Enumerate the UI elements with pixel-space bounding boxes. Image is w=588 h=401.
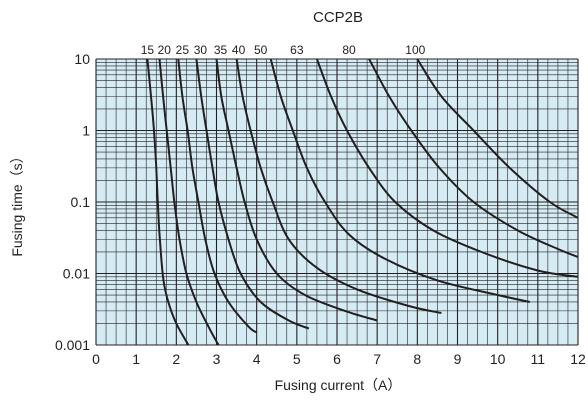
- fuse-curves: [146, 58, 579, 346]
- curve-label-50: 50: [254, 43, 268, 57]
- curve-label-35: 35: [214, 43, 228, 57]
- x-tick-label: 6: [333, 351, 341, 367]
- x-tick-label: 11: [531, 351, 546, 367]
- curve-35a: [215, 58, 378, 322]
- x-tick-label: 12: [570, 351, 586, 367]
- curve-label-30: 30: [194, 43, 208, 57]
- x-tick-labels: 0 1 2 3 4 5 6 7 8 9 10 11 12: [92, 351, 586, 367]
- curve-label-15: 15: [141, 43, 155, 57]
- curve-15a: [146, 58, 190, 346]
- curve-label-25: 25: [176, 43, 190, 57]
- x-tick-label: 8: [413, 351, 421, 367]
- x-tick-label: 1: [132, 351, 140, 367]
- curve-50a: [269, 58, 531, 303]
- y-tick-label: 0.1: [71, 194, 91, 210]
- y-axis-label: Fusing time（s）: [9, 149, 25, 256]
- y-tick-label: 10: [74, 51, 90, 67]
- curve-label-20: 20: [158, 43, 172, 57]
- chart-title: CCP2B: [313, 9, 363, 26]
- x-tick-label: 5: [293, 351, 301, 367]
- curve-40a: [235, 58, 442, 314]
- x-tick-label: 4: [253, 351, 261, 367]
- x-axis-label: Fusing current（A）: [275, 377, 402, 393]
- curve-labels: 15 20 25 30 35 40 50 63 80 100: [141, 43, 426, 57]
- y-tick-label: 0.01: [63, 266, 90, 282]
- y-tick-label: 0.001: [55, 337, 90, 353]
- x-tick-label: 3: [213, 351, 221, 367]
- curve-label-63: 63: [290, 43, 304, 57]
- curve-label-40: 40: [232, 43, 246, 57]
- x-tick-label: 0: [92, 351, 100, 367]
- curve-20a: [158, 58, 220, 346]
- grid-major: [95, 58, 579, 346]
- x-tick-label: 10: [490, 351, 506, 367]
- x-tick-label: 2: [172, 351, 180, 367]
- curve-label-100: 100: [405, 43, 425, 57]
- curve-63a: [315, 58, 579, 278]
- curve-25a: [177, 58, 258, 334]
- y-tick-label: 1: [82, 123, 90, 139]
- curve-100a: [416, 58, 579, 219]
- curve-30a: [195, 58, 310, 330]
- x-tick-label: 9: [454, 351, 462, 367]
- x-tick-label: 7: [373, 351, 381, 367]
- curve-label-80: 80: [342, 43, 356, 57]
- curve-80a: [368, 58, 579, 258]
- y-tick-labels: 0.001 0.01 0.1 1 10: [55, 51, 90, 353]
